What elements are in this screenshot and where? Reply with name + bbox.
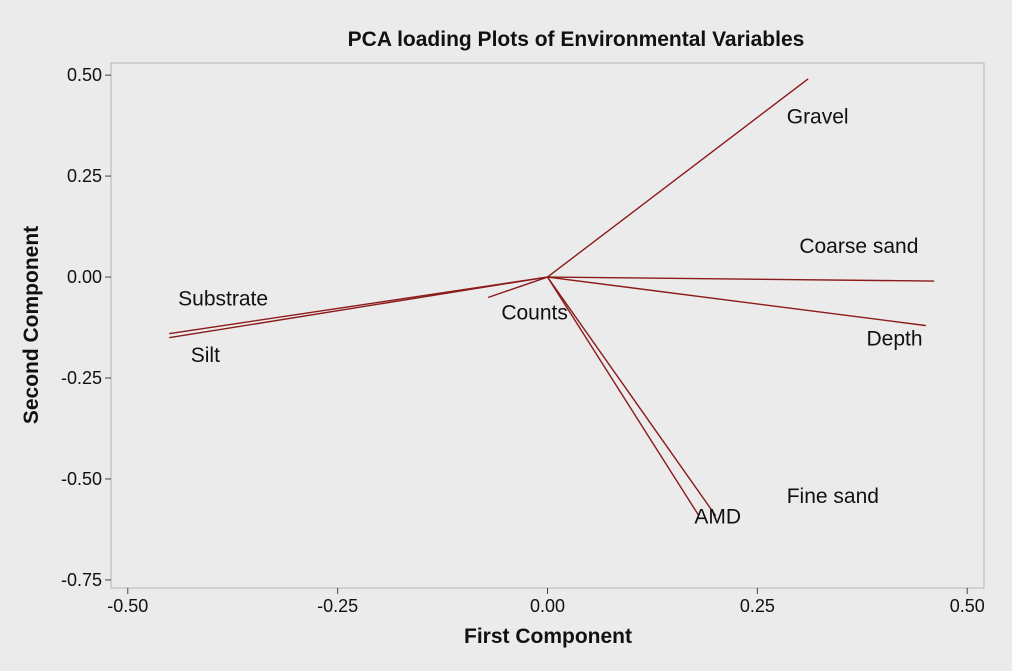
plot-area xyxy=(110,62,985,589)
y-tick-label-0-50: 0.50 xyxy=(67,65,102,85)
y-tick-label-neg-0-75: -0.75 xyxy=(61,570,102,590)
y-axis-ticks: 0.50 0.25 0.00 -0.25 -0.50 -0.75 xyxy=(61,65,111,590)
x-axis-label: First Component xyxy=(464,625,632,648)
x-tick-label-0-00: 0.00 xyxy=(530,596,565,616)
variable-label-amd: AMD xyxy=(694,505,741,528)
variable-label-depth: Depth xyxy=(866,328,922,351)
loading-vector-fine-sand xyxy=(546,276,717,517)
variable-label-substrate: Substrate xyxy=(178,287,268,310)
y-tick-label-0-25: 0.25 xyxy=(67,166,102,186)
x-tick-label-0-50: 0.50 xyxy=(950,596,985,616)
x-tick-label-neg-0-25: -0.25 xyxy=(317,596,358,616)
chart-title: PCA loading Plots of Environmental Varia… xyxy=(348,28,805,51)
variable-label-fine-sand: Fine sand xyxy=(787,485,879,508)
x-tick-label-neg-0-50: -0.50 xyxy=(107,596,148,616)
loading-vector-amd xyxy=(546,276,700,517)
x-tick-label-0-25: 0.25 xyxy=(740,596,775,616)
loading-vector-counts xyxy=(488,276,549,298)
loading-vector-depth xyxy=(546,276,926,327)
loading-vector-silt xyxy=(169,276,549,339)
loading-vector-gravel xyxy=(546,78,809,278)
loading-vectors xyxy=(169,78,935,517)
variable-label-coarse-sand: Coarse sand xyxy=(799,235,918,258)
y-tick-label-neg-0-50: -0.50 xyxy=(61,469,102,489)
y-tick-label-neg-0-25: -0.25 xyxy=(61,368,102,388)
y-tick-label-0-00: 0.00 xyxy=(67,267,102,287)
loading-vector-coarse-sand xyxy=(546,276,935,282)
variable-label-gravel: Gravel xyxy=(787,106,849,129)
variable-label-counts: Counts xyxy=(501,301,568,324)
x-axis-ticks: -0.50 -0.25 0.00 0.25 0.50 xyxy=(107,588,985,616)
variable-labels: Gravel Coarse sand Depth Fine sand AMD Counts… xyxy=(178,106,922,529)
variable-label-silt: Silt xyxy=(191,344,220,367)
y-axis-label: Second Component xyxy=(20,226,43,424)
